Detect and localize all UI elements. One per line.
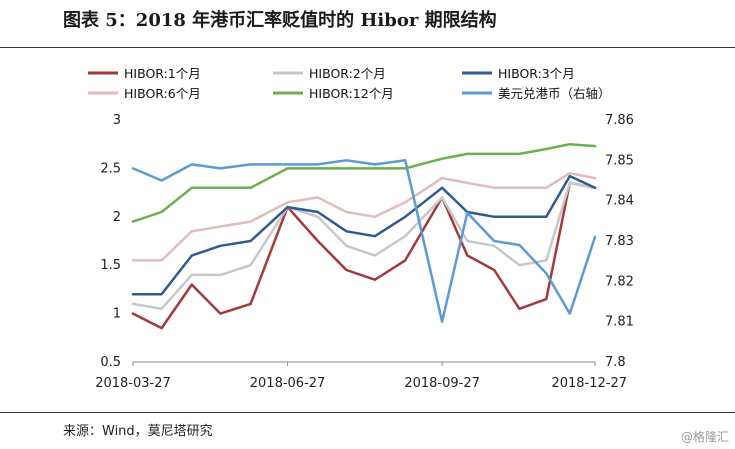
y-tick-label: 3 [113,113,121,128]
x-tick-label: 2018-09-27 [404,376,480,391]
series-line-2 [131,181,597,311]
series-line-6 [131,159,597,323]
series-line-1 [131,181,597,330]
legend-label: HIBOR:1个月 [124,66,201,81]
legend-label: HIBOR:3个月 [498,66,575,81]
chart-title: 图表 5：2018 年港币汇率贬值时的 Hibor 期限结构 [63,10,497,31]
y2-tick-label: 7.81 [605,315,634,330]
y-tick-label: 2 [113,210,121,225]
x-tick-label: 2018-06-27 [250,376,326,391]
y2-tick-label: 7.8 [605,355,626,370]
y-tick-label: 0.5 [100,355,121,370]
y2-tick-label: 7.82 [605,274,634,289]
y2-tick-label: 7.85 [605,153,634,168]
legend: HIBOR:1个月 HIBOR:2个月 HIBOR:3个月 HIBOR:6个月 HIBO… [88,66,611,101]
watermark: @格隆汇 [680,430,729,444]
footer-divider [0,412,735,413]
legend-label: HIBOR:2个月 [309,66,386,81]
x-tick-label: 2018-03-27 [95,376,171,391]
axes: 0.5 1 1.5 2 2.5 3 7.8 7.81 7.82 7.83 7.84 7.85 7.86 2… [95,113,634,391]
x-tick-label: 2018-12-27 [551,376,627,391]
y2-tick-label: 7.84 [605,194,634,209]
legend-label: HIBOR:12个月 [309,86,394,101]
series-line-5 [131,142,597,223]
legend-label: 美元兑港币（右轴） [498,86,611,101]
series-line-3 [131,174,597,296]
y-tick-label: 1.5 [100,258,121,273]
y-tick-label: 2.5 [100,161,121,176]
legend-label: HIBOR:6个月 [124,86,201,101]
title-divider [0,47,735,48]
series-line-4 [131,171,597,262]
y-tick-label: 1 [113,307,121,322]
source-note: 来源：Wind，莫尼塔研究 [63,424,213,439]
plot-lines [131,142,597,330]
y2-tick-label: 7.83 [605,234,634,249]
y2-tick-label: 7.86 [605,113,634,128]
